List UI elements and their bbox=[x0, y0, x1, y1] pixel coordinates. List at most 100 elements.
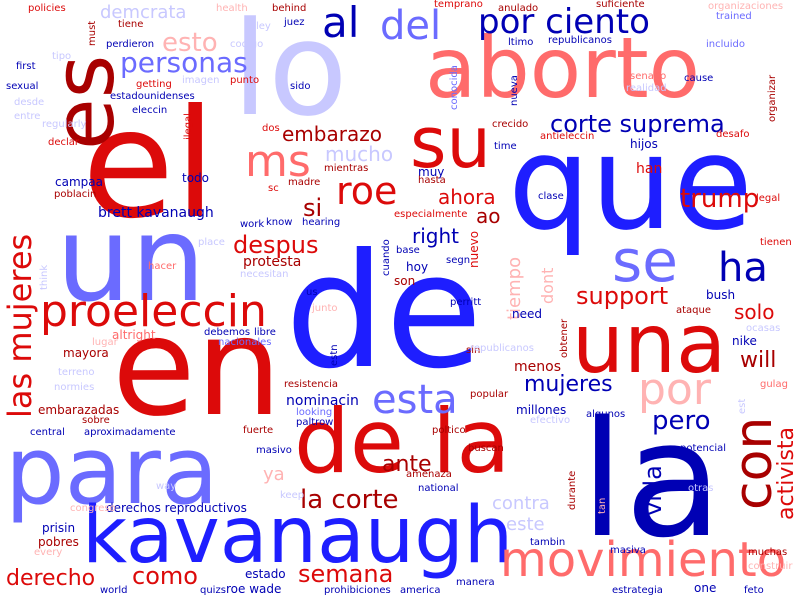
word-quizs: quizs bbox=[200, 585, 226, 596]
word-masiva: masiva bbox=[610, 545, 646, 556]
word-debemos: debemos bbox=[204, 327, 251, 338]
word-nacionales: nacionales bbox=[218, 337, 272, 348]
word-nike: nike bbox=[732, 334, 757, 348]
word-trained: trained bbox=[716, 11, 752, 22]
word-anulado: anulado bbox=[498, 3, 539, 14]
word-one: one bbox=[694, 581, 717, 595]
word-nominacin: nominacin bbox=[286, 393, 359, 409]
word-paltrow: paltrow bbox=[296, 417, 334, 428]
word-senado: senado bbox=[630, 71, 667, 82]
word-embarazadas: embarazadas bbox=[38, 403, 120, 417]
word-juez: juez bbox=[284, 17, 305, 28]
word-est: est bbox=[737, 398, 748, 414]
word-todo: todo bbox=[182, 171, 210, 185]
word-aborto: aborto bbox=[425, 19, 701, 117]
word-corte-suprema: corte suprema bbox=[550, 110, 725, 138]
word-semana: semana bbox=[298, 560, 394, 588]
word-hijos: hijos bbox=[630, 137, 658, 151]
word-mucho: mucho bbox=[325, 142, 394, 166]
word-estrategia: estrategia bbox=[612, 585, 663, 596]
word-resistencia: resistencia bbox=[284, 379, 339, 390]
word-esto: esto bbox=[162, 28, 218, 58]
word-potencial: potencial bbox=[680, 443, 727, 454]
word-policies: policies bbox=[28, 3, 66, 14]
word-republicanos: republicanos bbox=[548, 35, 612, 46]
word-derechos-reproductivos: derechos reproductivos bbox=[106, 501, 247, 515]
word-derecho: derecho bbox=[6, 566, 96, 591]
word-las-mujeres: las mujeres bbox=[1, 233, 39, 418]
word-vida: vida bbox=[639, 465, 667, 516]
word-amenaza: amenaza bbox=[406, 469, 452, 480]
word-keep: keep bbox=[280, 490, 305, 501]
word-millones: millones bbox=[516, 403, 567, 417]
word-se: se bbox=[612, 227, 678, 295]
word-segn: segn bbox=[446, 255, 471, 266]
word-son: son bbox=[394, 274, 416, 288]
word-ha: ha bbox=[718, 245, 768, 291]
word-legal: legal bbox=[756, 193, 781, 204]
word-buscan: buscan bbox=[468, 443, 504, 454]
word-entre: entre bbox=[14, 111, 41, 122]
word-will: will bbox=[740, 348, 777, 373]
word-de-la: de la bbox=[294, 390, 511, 493]
word-este: este bbox=[506, 514, 545, 535]
word-han: han bbox=[636, 161, 663, 177]
word-sobre: sobre bbox=[82, 415, 110, 426]
word-altright: altright bbox=[112, 328, 156, 342]
word-roe-wade: roe wade bbox=[226, 582, 282, 596]
word-hoy: hoy bbox=[406, 260, 429, 274]
word-muy: muy bbox=[418, 165, 445, 179]
word-base: base bbox=[396, 245, 420, 256]
word-movimiento: movimiento bbox=[500, 532, 787, 588]
word-con: con bbox=[724, 416, 784, 510]
word-madre: madre bbox=[288, 177, 321, 188]
word-manera: manera bbox=[456, 577, 495, 588]
word-efectivo: efectivo bbox=[530, 415, 571, 426]
word-ahora: ahora bbox=[438, 185, 496, 209]
word-congreso: congreso bbox=[70, 503, 116, 514]
word-roe: roe bbox=[336, 169, 398, 213]
word-central: central bbox=[30, 427, 65, 438]
word-sido: sido bbox=[290, 81, 311, 92]
word-especialmente: especialmente bbox=[394, 209, 468, 220]
word-que: que bbox=[508, 107, 753, 259]
word-durante: durante bbox=[567, 470, 578, 510]
word-estado: estado bbox=[245, 567, 286, 581]
word-eleccin: eleccin bbox=[132, 105, 168, 116]
word-esta: esta bbox=[372, 377, 458, 423]
word-suficiente: suficiente bbox=[596, 0, 645, 10]
word-know: know bbox=[266, 217, 293, 228]
word-estadounidenses: estadounidenses bbox=[110, 91, 195, 102]
word-codigo: codigo bbox=[230, 39, 264, 50]
word-aproximadamente: aproximadamente bbox=[84, 427, 176, 438]
word-pero: pero bbox=[652, 406, 711, 436]
word-us: us bbox=[306, 287, 318, 298]
word-support: support bbox=[576, 282, 669, 310]
word-personas: personas bbox=[120, 46, 248, 79]
word-nueva: nueva bbox=[509, 75, 520, 106]
word-tiene: tiene bbox=[118, 19, 144, 30]
word-un: un bbox=[56, 190, 206, 328]
word-demcrata: demcrata bbox=[100, 2, 187, 23]
word-despus: despus bbox=[233, 231, 319, 259]
word-poltico: poltico bbox=[432, 425, 466, 436]
word-must: must bbox=[87, 20, 98, 46]
word-incluido: incluido bbox=[706, 39, 745, 50]
word-para: para bbox=[5, 417, 219, 526]
word-organizar: organizar bbox=[767, 74, 778, 122]
word-protesta: protesta bbox=[243, 254, 302, 270]
word-como: como bbox=[132, 562, 198, 590]
word-prisin: prisin bbox=[42, 521, 76, 535]
word-sin: sin bbox=[466, 345, 481, 356]
word-estn: estn bbox=[329, 344, 340, 366]
word-imagen: imagen bbox=[182, 75, 220, 86]
word-organizaciones: organizaciones bbox=[708, 1, 784, 12]
word-clase: clase bbox=[538, 191, 564, 202]
word-su: su bbox=[410, 102, 491, 184]
word-cause: cause bbox=[684, 73, 714, 84]
word-junto: junto bbox=[312, 303, 338, 314]
word-sexual: sexual bbox=[6, 81, 39, 92]
word-behind: behind bbox=[272, 3, 307, 14]
word-first: first bbox=[16, 61, 36, 72]
word-la-corte: la corte bbox=[300, 485, 399, 515]
